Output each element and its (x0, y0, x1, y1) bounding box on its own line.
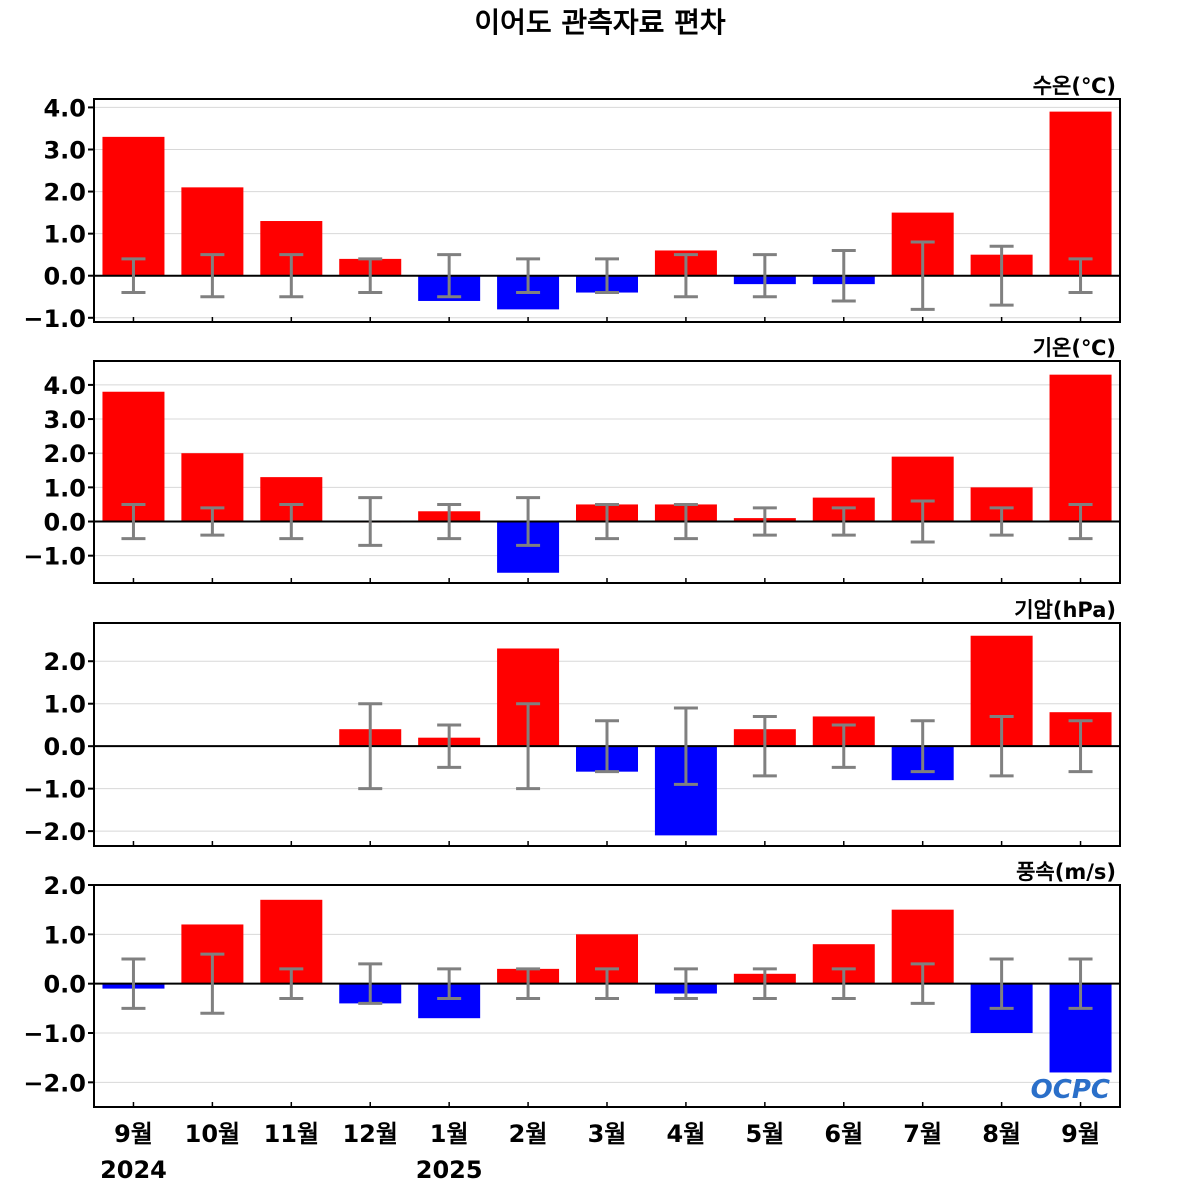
y-tick-label: 0.0 (43, 509, 86, 537)
x-tick-label: 3월 (588, 1120, 627, 1148)
x-tick-label: 12월 (342, 1120, 397, 1148)
x-tick-label: 10월 (185, 1120, 240, 1148)
panel-label: 기압(hPa) (1014, 598, 1116, 622)
x-tick-label: 4월 (667, 1120, 706, 1148)
chart-panel-0: 4.0 3.0 2.0 1.0 0.0 −1.0 수온(℃) (23, 74, 1121, 333)
bar (102, 391, 165, 522)
y-tick-label: 3.0 (43, 406, 86, 434)
chart-panel-1: 4.0 3.0 2.0 1.0 0.0 −1.0 기온(℃) (23, 336, 1121, 584)
y-tick-label: −1.0 (23, 776, 86, 804)
y-tick-label: 0.0 (43, 263, 86, 291)
y-tick-label: 4.0 (43, 372, 86, 400)
panel-label: 기온(℃) (1033, 336, 1116, 360)
y-tick-label: 3.0 (43, 136, 86, 164)
y-tick-label: 1.0 (43, 474, 86, 502)
y-tick-label: −1.0 (23, 1020, 86, 1048)
chart-panels: 4.0 3.0 2.0 1.0 0.0 −1.0 수온(℃) 4.0 3.0 2.0 1.0 0.0 −… (23, 74, 1121, 1108)
x-year-label: 2024 (100, 1156, 167, 1184)
panel-label: 수온(℃) (1033, 74, 1116, 98)
y-tick-label: 2.0 (43, 179, 86, 207)
x-tick-label: 5월 (745, 1120, 784, 1148)
bar (1049, 374, 1112, 522)
x-tick-label: 9월 (114, 1120, 153, 1148)
y-tick-label: 1.0 (43, 921, 86, 949)
y-tick-label: −1.0 (23, 305, 86, 333)
y-tick-label: −1.0 (23, 543, 86, 571)
x-tick-label: 6월 (824, 1120, 863, 1148)
y-tick-label: 1.0 (43, 691, 86, 719)
y-tick-label: −2.0 (23, 818, 86, 846)
y-tick-label: 0.0 (43, 971, 86, 999)
panel-frame (93, 360, 1121, 584)
bar (102, 136, 165, 276)
y-tick-label: 2.0 (43, 440, 86, 468)
y-tick-label: 2.0 (43, 872, 86, 900)
panel-label: 풍속(m/s) (1016, 860, 1116, 884)
y-tick-label: 0.0 (43, 733, 86, 761)
chart-panel-2: 2.0 1.0 0.0 −1.0 −2.0 기압(hPa) (23, 598, 1121, 847)
bar (1049, 111, 1112, 276)
x-tick-label: 7월 (903, 1120, 942, 1148)
ocpc-logo: OCPC (1031, 1075, 1110, 1105)
x-tick-label: 11월 (264, 1120, 319, 1148)
chart-panel-3: 2.0 1.0 0.0 −1.0 −2.0 풍속(m/s) (23, 860, 1121, 1108)
chart-title: 이어도 관측자료 편차 (474, 6, 726, 39)
y-tick-label: −2.0 (23, 1069, 86, 1097)
x-year-label: 2025 (416, 1156, 483, 1184)
x-tick-label: 2월 (509, 1120, 548, 1148)
y-tick-label: 2.0 (43, 648, 86, 676)
x-tick-label: 8월 (982, 1120, 1021, 1148)
y-tick-label: 1.0 (43, 221, 86, 249)
x-tick-label: 9월 (1061, 1120, 1100, 1148)
y-tick-label: 4.0 (43, 94, 86, 122)
x-tick-label: 1월 (430, 1120, 469, 1148)
x-axis: 9월 10월 11월 12월 1월 2월 3월 4월 5월 6월 7월 8월 9월 2024 2025 (100, 1120, 1100, 1184)
